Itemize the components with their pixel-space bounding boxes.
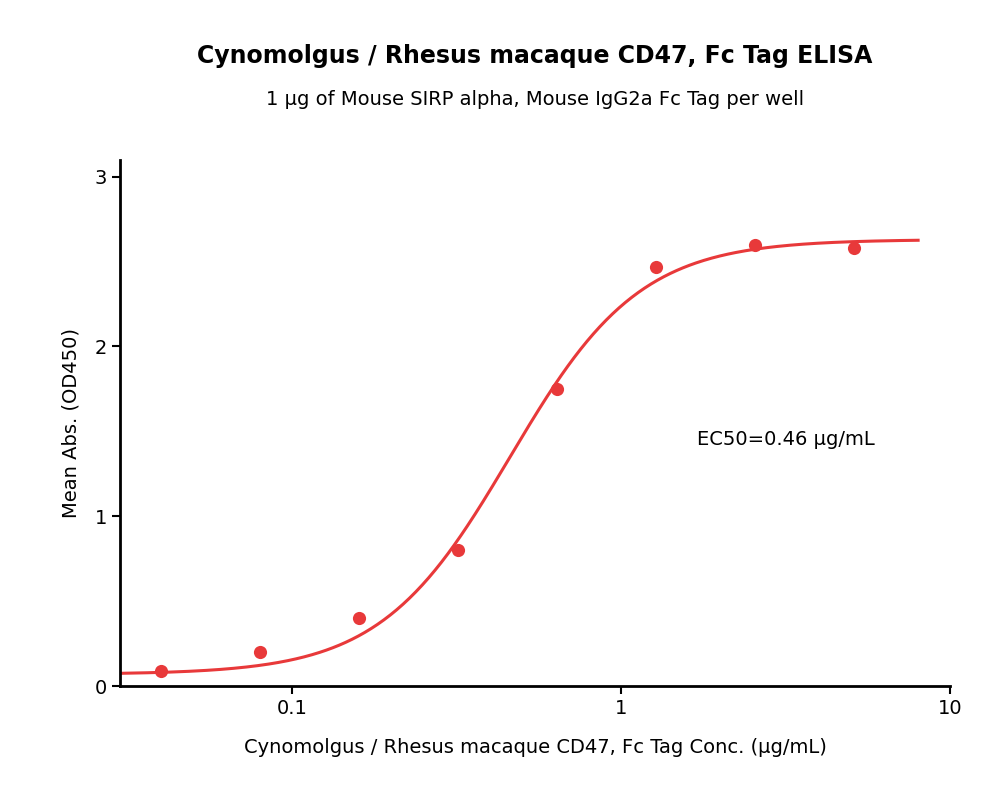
Point	[450, 544, 466, 557]
X-axis label: Cynomolgus / Rhesus macaque CD47, Fc Tag Conc. (μg/mL): Cynomolgus / Rhesus macaque CD47, Fc Tag…	[244, 738, 826, 757]
Point	[648, 260, 664, 273]
Point	[846, 242, 862, 255]
Point	[747, 238, 763, 251]
Point	[252, 646, 268, 658]
Text: 1 μg of Mouse SIRP alpha, Mouse IgG2a Fc Tag per well: 1 μg of Mouse SIRP alpha, Mouse IgG2a Fc…	[266, 90, 804, 109]
Point	[351, 612, 367, 625]
Text: EC50=0.46 μg/mL: EC50=0.46 μg/mL	[697, 430, 875, 449]
Y-axis label: Mean Abs. (OD450): Mean Abs. (OD450)	[62, 328, 81, 518]
Text: Cynomolgus / Rhesus macaque CD47, Fc Tag ELISA: Cynomolgus / Rhesus macaque CD47, Fc Tag…	[197, 44, 873, 68]
Point	[549, 382, 565, 395]
Point	[153, 665, 169, 678]
